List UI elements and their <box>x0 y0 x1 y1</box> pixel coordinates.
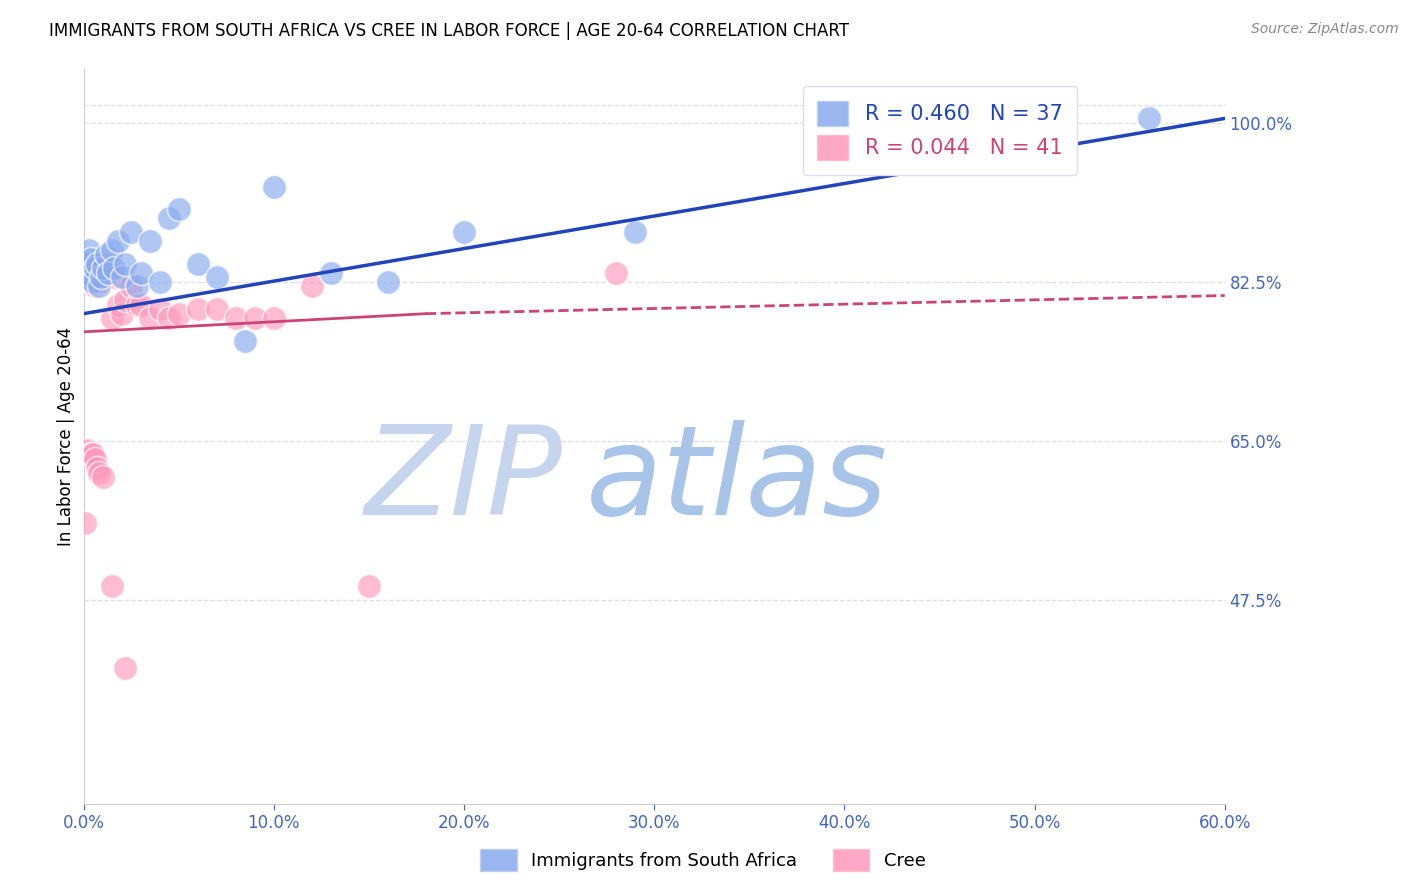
Point <box>101 579 124 593</box>
Point <box>82 266 104 280</box>
Point <box>149 302 172 317</box>
Point <box>624 225 647 239</box>
Y-axis label: In Labor Force | Age 20-64: In Labor Force | Age 20-64 <box>58 326 75 546</box>
Legend: R = 0.460   N = 37, R = 0.044   N = 41: R = 0.460 N = 37, R = 0.044 N = 41 <box>803 87 1077 175</box>
Point <box>87 266 110 280</box>
Point <box>101 243 124 257</box>
Point <box>139 234 162 248</box>
Point <box>1137 112 1160 126</box>
Point <box>86 257 108 271</box>
Text: atlas: atlas <box>586 420 887 541</box>
Point <box>90 261 112 276</box>
Point <box>453 225 475 239</box>
Point <box>93 270 115 285</box>
Point <box>319 266 342 280</box>
Point <box>80 447 103 461</box>
Point <box>98 266 121 280</box>
Point <box>86 461 108 475</box>
Point <box>114 661 136 675</box>
Point <box>233 334 256 348</box>
Point <box>157 311 180 326</box>
Point <box>84 452 107 467</box>
Point <box>263 311 285 326</box>
Text: Source: ZipAtlas.com: Source: ZipAtlas.com <box>1251 22 1399 37</box>
Point <box>129 297 152 311</box>
Point <box>120 279 142 293</box>
Point <box>86 261 108 276</box>
Point <box>114 293 136 307</box>
Point <box>187 257 209 271</box>
Point <box>75 516 97 530</box>
Point <box>82 270 104 285</box>
Point <box>107 234 129 248</box>
Text: ZIP: ZIP <box>366 420 562 541</box>
Point <box>84 261 107 276</box>
Point <box>157 211 180 226</box>
Point <box>243 311 266 326</box>
Point <box>834 148 856 162</box>
Point <box>205 270 228 285</box>
Point <box>125 279 148 293</box>
Point <box>82 261 104 276</box>
Point <box>90 270 112 285</box>
Point <box>82 275 104 289</box>
Point <box>84 279 107 293</box>
Point <box>77 261 100 276</box>
Point <box>187 302 209 317</box>
Point <box>301 279 323 293</box>
Point <box>77 243 100 257</box>
Legend: Immigrants from South Africa, Cree: Immigrants from South Africa, Cree <box>474 842 932 879</box>
Point <box>125 297 148 311</box>
Point <box>129 266 152 280</box>
Point <box>84 270 107 285</box>
Point <box>87 275 110 289</box>
Point <box>76 257 98 271</box>
Point <box>91 266 114 280</box>
Point <box>76 270 98 285</box>
Point <box>110 307 132 321</box>
Point <box>357 579 380 593</box>
Point <box>96 261 118 276</box>
Point <box>80 252 103 267</box>
Point <box>75 261 97 276</box>
Point <box>110 270 132 285</box>
Point <box>263 179 285 194</box>
Point <box>96 247 118 261</box>
Point <box>87 279 110 293</box>
Point <box>97 257 120 271</box>
Point <box>377 275 399 289</box>
Point <box>82 447 104 461</box>
Point <box>225 311 247 326</box>
Point <box>107 297 129 311</box>
Point <box>77 261 100 276</box>
Point <box>80 257 103 271</box>
Point <box>75 270 97 285</box>
Point <box>605 266 627 280</box>
Point <box>91 470 114 484</box>
Point <box>77 266 100 280</box>
Point <box>205 302 228 317</box>
Point <box>80 275 103 289</box>
Point <box>103 270 125 285</box>
Point <box>76 257 98 271</box>
Point <box>75 266 97 280</box>
Point <box>97 266 120 280</box>
Point <box>114 257 136 271</box>
Point <box>149 275 172 289</box>
Point <box>167 202 190 217</box>
Point <box>91 261 114 276</box>
Point <box>167 307 190 321</box>
Point <box>87 466 110 480</box>
Point <box>76 266 98 280</box>
Point <box>101 311 124 326</box>
Point <box>103 261 125 276</box>
Point <box>139 311 162 326</box>
Point <box>76 442 98 457</box>
Point <box>120 225 142 239</box>
Text: IMMIGRANTS FROM SOUTH AFRICA VS CREE IN LABOR FORCE | AGE 20-64 CORRELATION CHAR: IMMIGRANTS FROM SOUTH AFRICA VS CREE IN … <box>49 22 849 40</box>
